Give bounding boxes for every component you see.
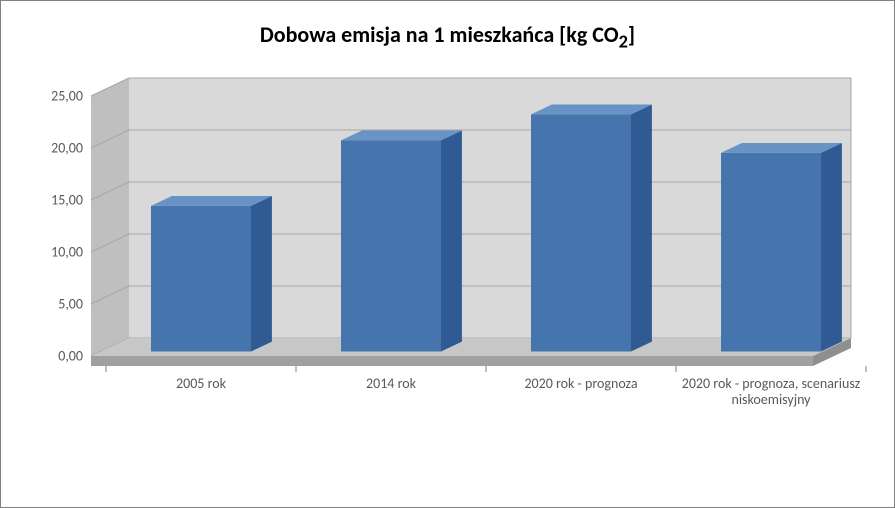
category-label: 2005 rok <box>111 376 291 392</box>
chart-title: Dobowa emisja na 1 mieszkańca [kg CO2] <box>1 21 894 52</box>
y-tick-label: 25,00 <box>3 88 83 105</box>
plot-area: 0,005,0010,0015,0020,0025,002005 rok2014… <box>91 96 851 376</box>
y-tick-label: 5,00 <box>3 296 83 313</box>
category-label: 2014 rok <box>301 376 481 392</box>
category-label: 2020 rok - prognoza <box>491 376 671 392</box>
y-tick-label: 15,00 <box>3 192 83 209</box>
y-tick-label: 10,00 <box>3 244 83 261</box>
plot-svg <box>91 96 851 396</box>
chart-frame: Dobowa emisja na 1 mieszkańca [kg CO2] 0… <box>0 0 895 508</box>
y-tick-label: 0,00 <box>3 348 83 365</box>
category-label: 2020 rok - prognoza, scenariusz niskoemi… <box>681 376 861 408</box>
y-tick-label: 20,00 <box>3 140 83 157</box>
